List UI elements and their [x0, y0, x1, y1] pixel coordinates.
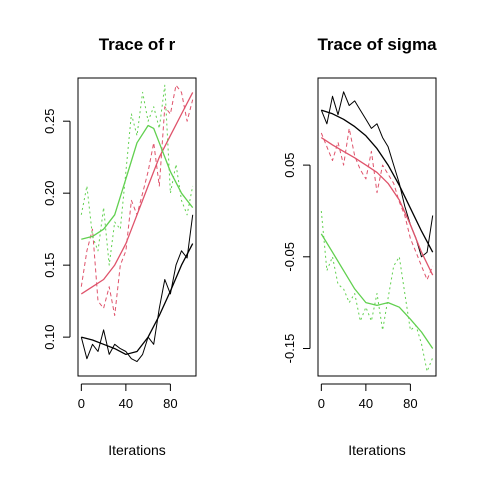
y-tick-label: -0.05 — [282, 242, 297, 272]
y-tick-label: 0.15 — [42, 252, 57, 277]
chart-title: Trace of sigma — [317, 35, 437, 54]
plot-frame — [77, 77, 197, 377]
x-axis-label: Iterations — [108, 442, 166, 458]
x-tick-label: 0 — [78, 396, 85, 411]
series-line-trace-4 — [80, 84, 194, 266]
plot-frame — [317, 77, 437, 377]
y-tick-label: 0.20 — [42, 181, 57, 206]
x-axis-label: Iterations — [348, 442, 406, 458]
series-line-trace-4 — [320, 210, 434, 372]
x-tick-label: 0 — [318, 396, 325, 411]
x-tick-label: 80 — [163, 396, 177, 411]
series-line-trace-0 — [80, 214, 194, 363]
x-tick-label: 80 — [403, 396, 417, 411]
series-line-smooth-5 — [320, 233, 434, 349]
series-line-smooth-3 — [80, 92, 194, 295]
series-line-smooth-3 — [320, 137, 434, 276]
series-line-trace-2 — [80, 84, 194, 316]
series-line-smooth-1 — [321, 109, 434, 253]
chart-panel-0: Trace of r 0 40 80 0.10 0.15 0.20 0.25 Iteration… — [42, 35, 197, 458]
x-tick-label: 40 — [119, 396, 133, 411]
series-line-trace-2 — [320, 127, 434, 281]
y-tick-label: -0.15 — [282, 334, 297, 364]
chart-title: Trace of r — [99, 35, 176, 54]
y-tick-label: 0.10 — [42, 324, 57, 349]
chart-panel-1: Trace of sigma 0 40 80 -0.15 -0.05 0.05 Iterati… — [282, 35, 437, 458]
x-tick-label: 40 — [359, 396, 373, 411]
y-tick-label: 0.05 — [282, 152, 297, 177]
series-line-smooth-5 — [81, 124, 194, 240]
series-line-smooth-1 — [81, 243, 194, 356]
y-tick-label: 0.25 — [42, 109, 57, 134]
